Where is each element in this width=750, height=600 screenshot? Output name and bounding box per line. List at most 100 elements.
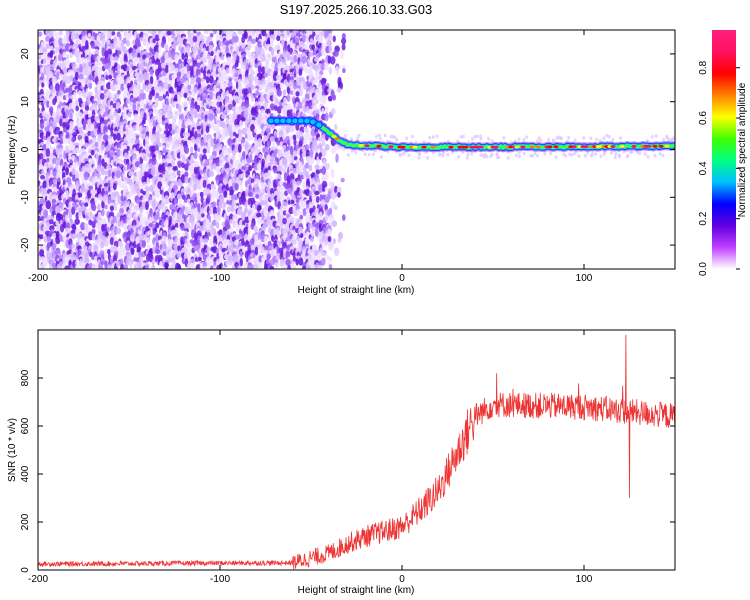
heatmap-cell: [177, 263, 182, 269]
heatmap-cell: [203, 30, 209, 35]
heatmap-cell: [96, 164, 102, 173]
heatmap-cell: [128, 171, 134, 177]
heatmap-cell: [142, 92, 146, 100]
heatmap-cell: [158, 95, 164, 102]
heatmap-cell: [65, 75, 72, 85]
heatmap-cell: [48, 30, 55, 39]
heatmap-cell: [144, 264, 150, 269]
heatmap-cell: [130, 247, 135, 256]
heatmap-cell: [326, 39, 332, 47]
heatmap-cell: [90, 35, 96, 42]
heatmap-cell: [51, 157, 57, 165]
heatmap-cell: [52, 179, 58, 185]
heatmap-cell: [301, 265, 306, 269]
heatmap-cell: [170, 265, 175, 269]
heatmap-cell: [81, 79, 86, 86]
heatmap-cell: [77, 90, 83, 98]
heatmap-cell: [52, 98, 57, 106]
heatmap-cell: [190, 220, 196, 226]
heatmap-cell: [280, 167, 284, 172]
heatmap-cell: [299, 89, 303, 97]
heatmap-cell: [113, 110, 118, 117]
heatmap-cell: [292, 239, 297, 246]
heatmap-cell: [71, 137, 76, 143]
heatmap-cell: [205, 76, 210, 84]
heatmap-cell: [65, 61, 70, 69]
heatmap-cell: [84, 202, 89, 207]
heatmap-cell: [160, 185, 166, 191]
heatmap-cell: [312, 31, 316, 37]
heatmap-cell: [286, 184, 291, 190]
heatmap-cell: [286, 52, 291, 62]
heatmap-cell: [335, 65, 340, 76]
heatmap-cell: [324, 162, 330, 170]
heatmap-cell: [101, 208, 105, 217]
heatmap-cell: [301, 152, 307, 158]
heatmap-cell: [91, 263, 96, 269]
heatmap-cell: [62, 67, 68, 75]
heatmap-cell: [256, 79, 262, 87]
heatmap-cell: [71, 206, 76, 215]
heatmap-cell: [58, 73, 64, 83]
heatmap-cell: [250, 94, 255, 103]
heatmap-cell: [107, 252, 112, 261]
heatmap-cell: [88, 82, 93, 90]
heatmap-cell: [100, 167, 105, 176]
heatmap-cell: [225, 223, 231, 230]
heatmap-cell: [116, 64, 121, 71]
heatmap-cell: [238, 98, 242, 105]
heatmap-cell: [251, 38, 257, 44]
heatmap-cell: [55, 128, 60, 135]
heatmap-cell: [67, 69, 74, 76]
heatmap-cell: [282, 89, 287, 97]
heatmap-cell: [45, 113, 51, 120]
heatmap-cell: [206, 146, 211, 154]
heatmap-cell: [328, 264, 333, 269]
heatmap-cell: [127, 111, 132, 118]
heatmap-cell: [129, 131, 134, 138]
heatmap-cell: [103, 59, 108, 65]
heatmap-cell: [183, 92, 188, 99]
heatmap-cell: [222, 74, 227, 80]
heatmap-cell: [209, 240, 214, 247]
heatmap-cell: [59, 118, 63, 127]
heatmap-cell: [274, 262, 279, 269]
heatmap-cell: [309, 236, 314, 243]
heatmap-cell: [266, 140, 271, 149]
heatmap-cell: [208, 113, 214, 121]
heatmap-cell: [215, 108, 220, 115]
heatmap-cell: [75, 161, 79, 168]
heatmap-cell: [97, 42, 102, 47]
heatmap-cell: [40, 187, 44, 197]
heatmap-cell: [301, 55, 307, 64]
heatmap-cell: [46, 236, 52, 242]
heatmap-cell: [222, 44, 226, 50]
heatmap-cell: [107, 264, 112, 269]
heatmap-cell: [167, 35, 172, 43]
heatmap-cell: [97, 96, 102, 106]
heatmap-cell: [322, 97, 326, 105]
heatmap-cell: [308, 51, 313, 58]
heatmap-cell: [363, 152, 367, 156]
heatmap-cell: [51, 194, 58, 200]
heatmap-cell: [145, 155, 150, 162]
heatmap-cell: [104, 204, 108, 210]
heatmap-cell: [330, 168, 335, 178]
heatmap-cell: [123, 225, 128, 232]
heatmap-cell: [192, 35, 198, 43]
heatmap-cell: [189, 262, 195, 269]
heatmap-cell: [46, 100, 50, 108]
heatmap-cell: [340, 50, 344, 59]
heatmap-cell: [271, 141, 275, 147]
heatmap-cell: [145, 186, 150, 193]
heatmap-cell: [186, 139, 192, 147]
heatmap-cell: [225, 118, 230, 126]
heatmap-cell: [94, 115, 100, 122]
heatmap-cell: [209, 32, 214, 38]
heatmap-cell: [330, 214, 335, 221]
heatmap-cell: [46, 42, 50, 50]
heatmap-cell: [93, 65, 99, 71]
heatmap-cell: [141, 240, 147, 248]
heatmap-cell: [97, 172, 101, 180]
heatmap-cell: [334, 205, 338, 211]
